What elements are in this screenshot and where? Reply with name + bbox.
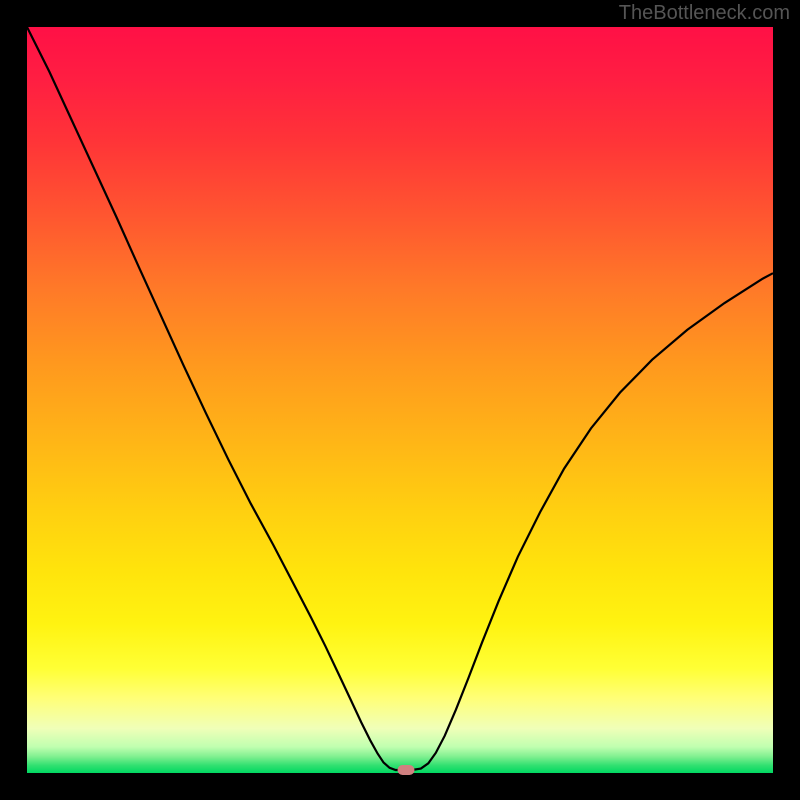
v-curve-line <box>27 27 773 773</box>
optimum-marker <box>397 765 414 775</box>
plot-area <box>27 27 773 773</box>
watermark-text: TheBottleneck.com <box>619 2 790 25</box>
